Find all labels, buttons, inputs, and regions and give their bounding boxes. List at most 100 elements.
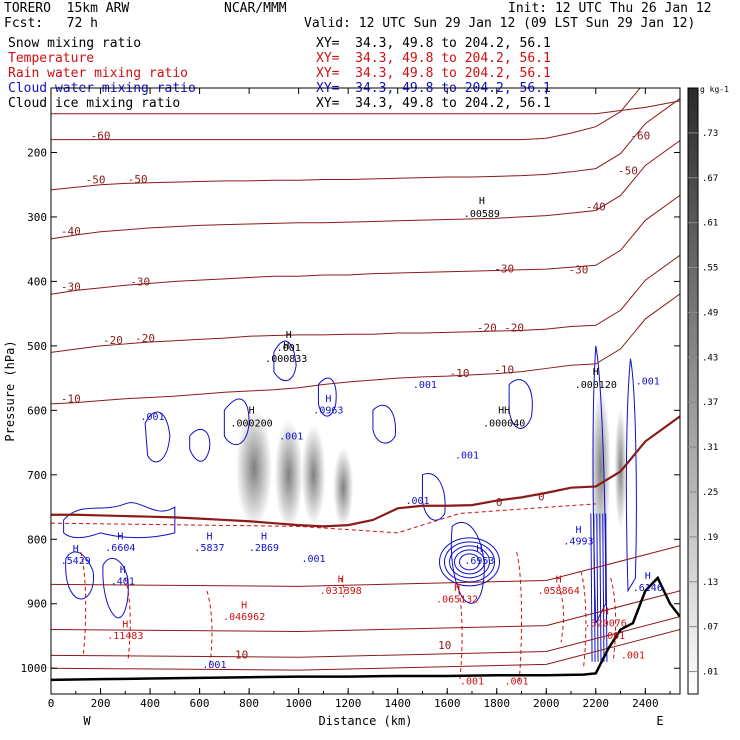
cloud-water-label-12: .001: [413, 380, 437, 391]
rain-contour-top: [51, 503, 596, 534]
snow-max-marker-3: H: [593, 367, 599, 378]
isotherm-label-17: -10: [494, 364, 514, 377]
legend-temperature: Temperature: [8, 51, 95, 66]
cloud-water-contours: [63, 340, 637, 662]
snow-label-1: .000833: [265, 354, 307, 365]
cloud-water-label-16: .001: [636, 377, 660, 388]
x-tick-label-12: 2400: [632, 697, 659, 710]
plot-frame: [50, 87, 681, 695]
rain-label-9: .001: [621, 651, 645, 662]
rain-label-5: .320076: [585, 618, 627, 629]
snow-max-marker-1: H: [283, 341, 289, 352]
x-tick-label-5: 1000: [285, 697, 312, 710]
rain-label-6: .001: [460, 676, 484, 687]
isotherm-label-14: -20: [504, 322, 524, 335]
cloud-water-max-marker-0: H: [73, 544, 79, 555]
snow-max-marker-5: H: [286, 330, 292, 341]
isotherm--60: [51, 88, 641, 141]
ice-shade-3: [301, 424, 326, 525]
rain-label-0: .031398: [320, 586, 362, 597]
isotherm-label-8: -30: [130, 275, 150, 288]
x-end-label-west: W: [83, 714, 91, 728]
cloud-water-max-marker-6: H: [476, 544, 482, 555]
x-tick-label-3: 600: [190, 697, 210, 710]
rain-contour-8: [610, 577, 617, 662]
colorbar-strip: [687, 87, 699, 695]
colorbar-label-10: .61: [702, 219, 718, 229]
colorbar: .01 .07 .13 .19 .25 .31 .37 .43 .49 .55 .61 .67 .73 g…: [687, 85, 729, 695]
x-axis-label: Distance (km): [319, 714, 413, 728]
ice-shade-0: [590, 388, 611, 549]
x-tick-label-2: 400: [140, 697, 160, 710]
colorbar-label-6: .37: [702, 398, 718, 408]
cloud-water-label-13: .001: [455, 451, 479, 462]
x-tick-label-11: 2200: [583, 697, 610, 710]
cloud-water-contour-3: [144, 411, 171, 463]
forecast-hour: Fcst: 72 h: [4, 16, 98, 31]
cloud-water-label-15: .001: [140, 412, 164, 423]
isotherm-label-12: -20: [135, 332, 155, 345]
legend-temperature-xy: XY= 34.3, 49.8 to 204.2, 56.1: [316, 51, 551, 66]
colorbar-label-9: .55: [702, 264, 718, 274]
cloud-water-ring-4: [459, 553, 481, 571]
y-tick-label-3: 500: [27, 340, 47, 353]
isotherm-label-3: -50: [128, 173, 148, 186]
isotherm--10: [51, 293, 680, 405]
legend-rain-xy: XY= 34.3, 49.8 to 204.2, 56.1: [316, 66, 551, 81]
snow-max-marker-0: H: [249, 406, 255, 417]
cloud-water-max-marker-4: H: [120, 565, 126, 576]
isotherm-label-6: -40: [586, 200, 606, 213]
cloud-water-contour-6: [317, 377, 337, 417]
colorbar-label-2: .13: [702, 578, 718, 588]
cloud-water-label-10: .001: [301, 554, 325, 565]
rain-contour-7: [580, 571, 587, 669]
y-tick-label-2: 400: [27, 275, 47, 288]
snow-max-marker-2: HH: [498, 406, 510, 417]
cloud-water-ring-0: [439, 537, 501, 587]
x-tick-label-9: 1800: [483, 697, 510, 710]
isotherm-warm-1: [51, 590, 680, 632]
isotherm-label-10: -30: [569, 264, 589, 277]
colorbar-label-4: .25: [702, 488, 718, 498]
isotherm-label-19: 0: [538, 491, 545, 504]
isotherm-0: [51, 415, 680, 528]
cloud-water-label-7: .4993: [563, 536, 593, 547]
colorbar-label-11: .67: [702, 174, 718, 184]
y-tick-label-0: 200: [27, 146, 47, 159]
colorbar-label-0: .01: [702, 668, 718, 678]
isotherm-label-2: -50: [86, 173, 106, 186]
cloud-water-max-marker-7: H: [575, 525, 581, 536]
isotherm-label-7: -30: [61, 280, 81, 293]
rain-label-3: .065132: [436, 594, 478, 605]
isotherm-label-0: -60: [91, 130, 111, 143]
cloud-water-label-0: .5429: [61, 556, 91, 567]
colorbar-label-8: .49: [702, 308, 718, 318]
snow-label-5: .001: [277, 343, 301, 354]
colorbar-label-3: .19: [702, 533, 718, 543]
rain-label-8: .001: [601, 631, 625, 642]
rain-contour-1: [124, 577, 131, 662]
cloud-water-column-0: [590, 513, 593, 662]
isotherm-warm-2: [51, 616, 680, 658]
y-tick-label-1: 300: [27, 211, 47, 224]
cloud-water-label-2: .5837: [194, 543, 224, 554]
rain-contour-2: [206, 590, 213, 669]
rain-max-marker-2: H: [122, 620, 128, 631]
x-tick-label-10: 2000: [533, 697, 560, 710]
legend-cloud-ice: Cloud ice mixing ratio: [8, 96, 181, 111]
cloud-water-max-marker-8: H: [645, 571, 651, 582]
isotherm--20: [51, 254, 680, 353]
cloud-water-contour-7: [450, 521, 485, 604]
cloud-water-column-2: [596, 513, 599, 662]
rain-max-marker-5: H: [603, 607, 609, 618]
rain-contour-4: [456, 584, 463, 682]
rain-label-2: .11483: [107, 631, 143, 642]
cloud-water-label-4: .401: [111, 576, 135, 587]
legend-snow: Snow mixing ratio: [8, 36, 142, 51]
cloud-water-contour-11: [625, 358, 637, 593]
x-end-label-east: E: [656, 714, 663, 728]
isotherm-label-18: 0: [496, 496, 503, 509]
cloud-water-contour-12: [273, 340, 297, 382]
cloud-water-label-6: .6953: [464, 556, 494, 567]
cloud-water-contour-9: [508, 379, 533, 429]
